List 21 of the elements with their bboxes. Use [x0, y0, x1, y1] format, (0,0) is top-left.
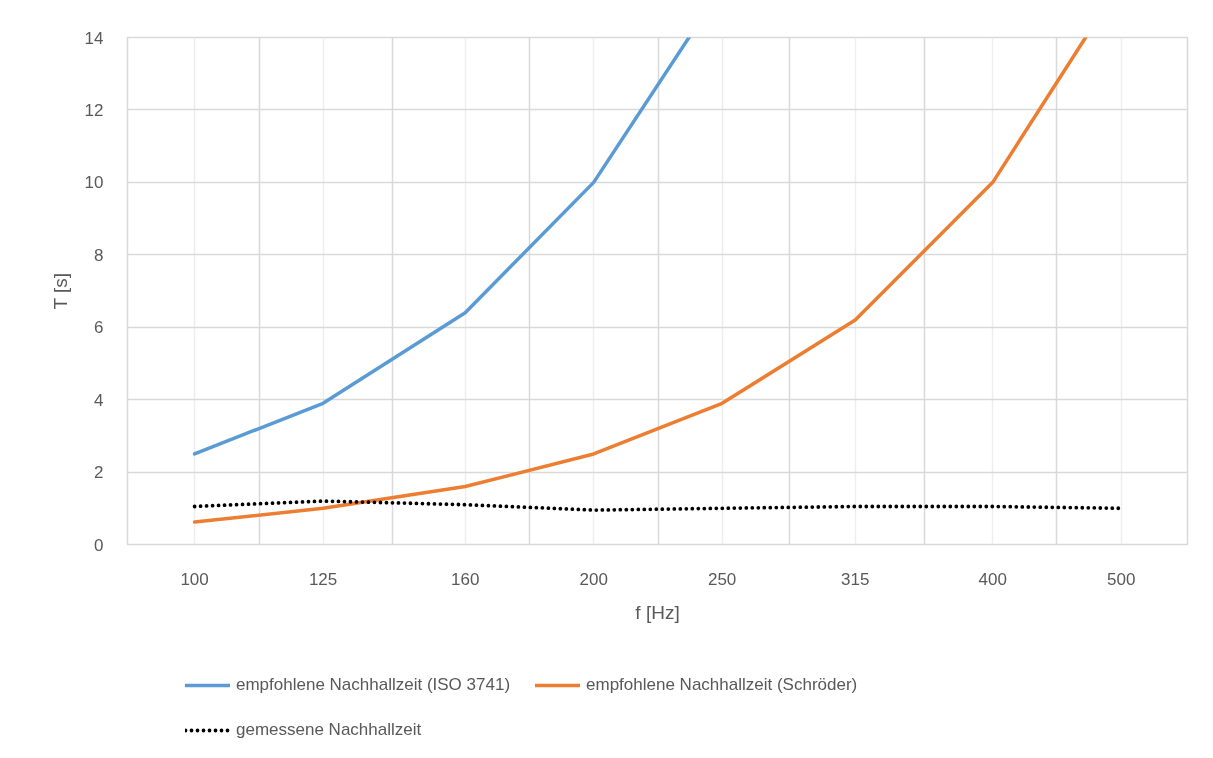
- x-tick-label: 315: [841, 569, 870, 589]
- x-tick-label: 125: [308, 569, 338, 589]
- y-tick-label: 14: [84, 28, 104, 48]
- y-tick-label: 4: [94, 390, 104, 410]
- y-tick-label: 8: [94, 245, 104, 265]
- x-tick-label: 160: [451, 569, 480, 589]
- x-axis-title: f [Hz]: [635, 601, 680, 623]
- y-tick-label: 10: [84, 173, 104, 193]
- y-tick-label: 2: [94, 463, 104, 483]
- legend-label: empfohlene Nachhallzeit (ISO 3741): [236, 675, 511, 695]
- x-tick-label: 400: [978, 569, 1007, 589]
- y-tick-label: 12: [84, 100, 104, 120]
- x-tick-label: 200: [579, 569, 608, 589]
- legend-label: empfohlene Nachhallzeit (Schröder): [586, 675, 858, 695]
- x-tick-label: 100: [180, 569, 209, 589]
- y-axis-title: T [s]: [49, 272, 71, 310]
- y-tick-label: 6: [94, 318, 104, 338]
- x-tick-label: 250: [707, 569, 737, 589]
- legend-label: gemessene Nachhallzeit: [236, 720, 422, 740]
- y-tick-label: 0: [94, 535, 104, 555]
- x-tick-label: 500: [1107, 569, 1136, 589]
